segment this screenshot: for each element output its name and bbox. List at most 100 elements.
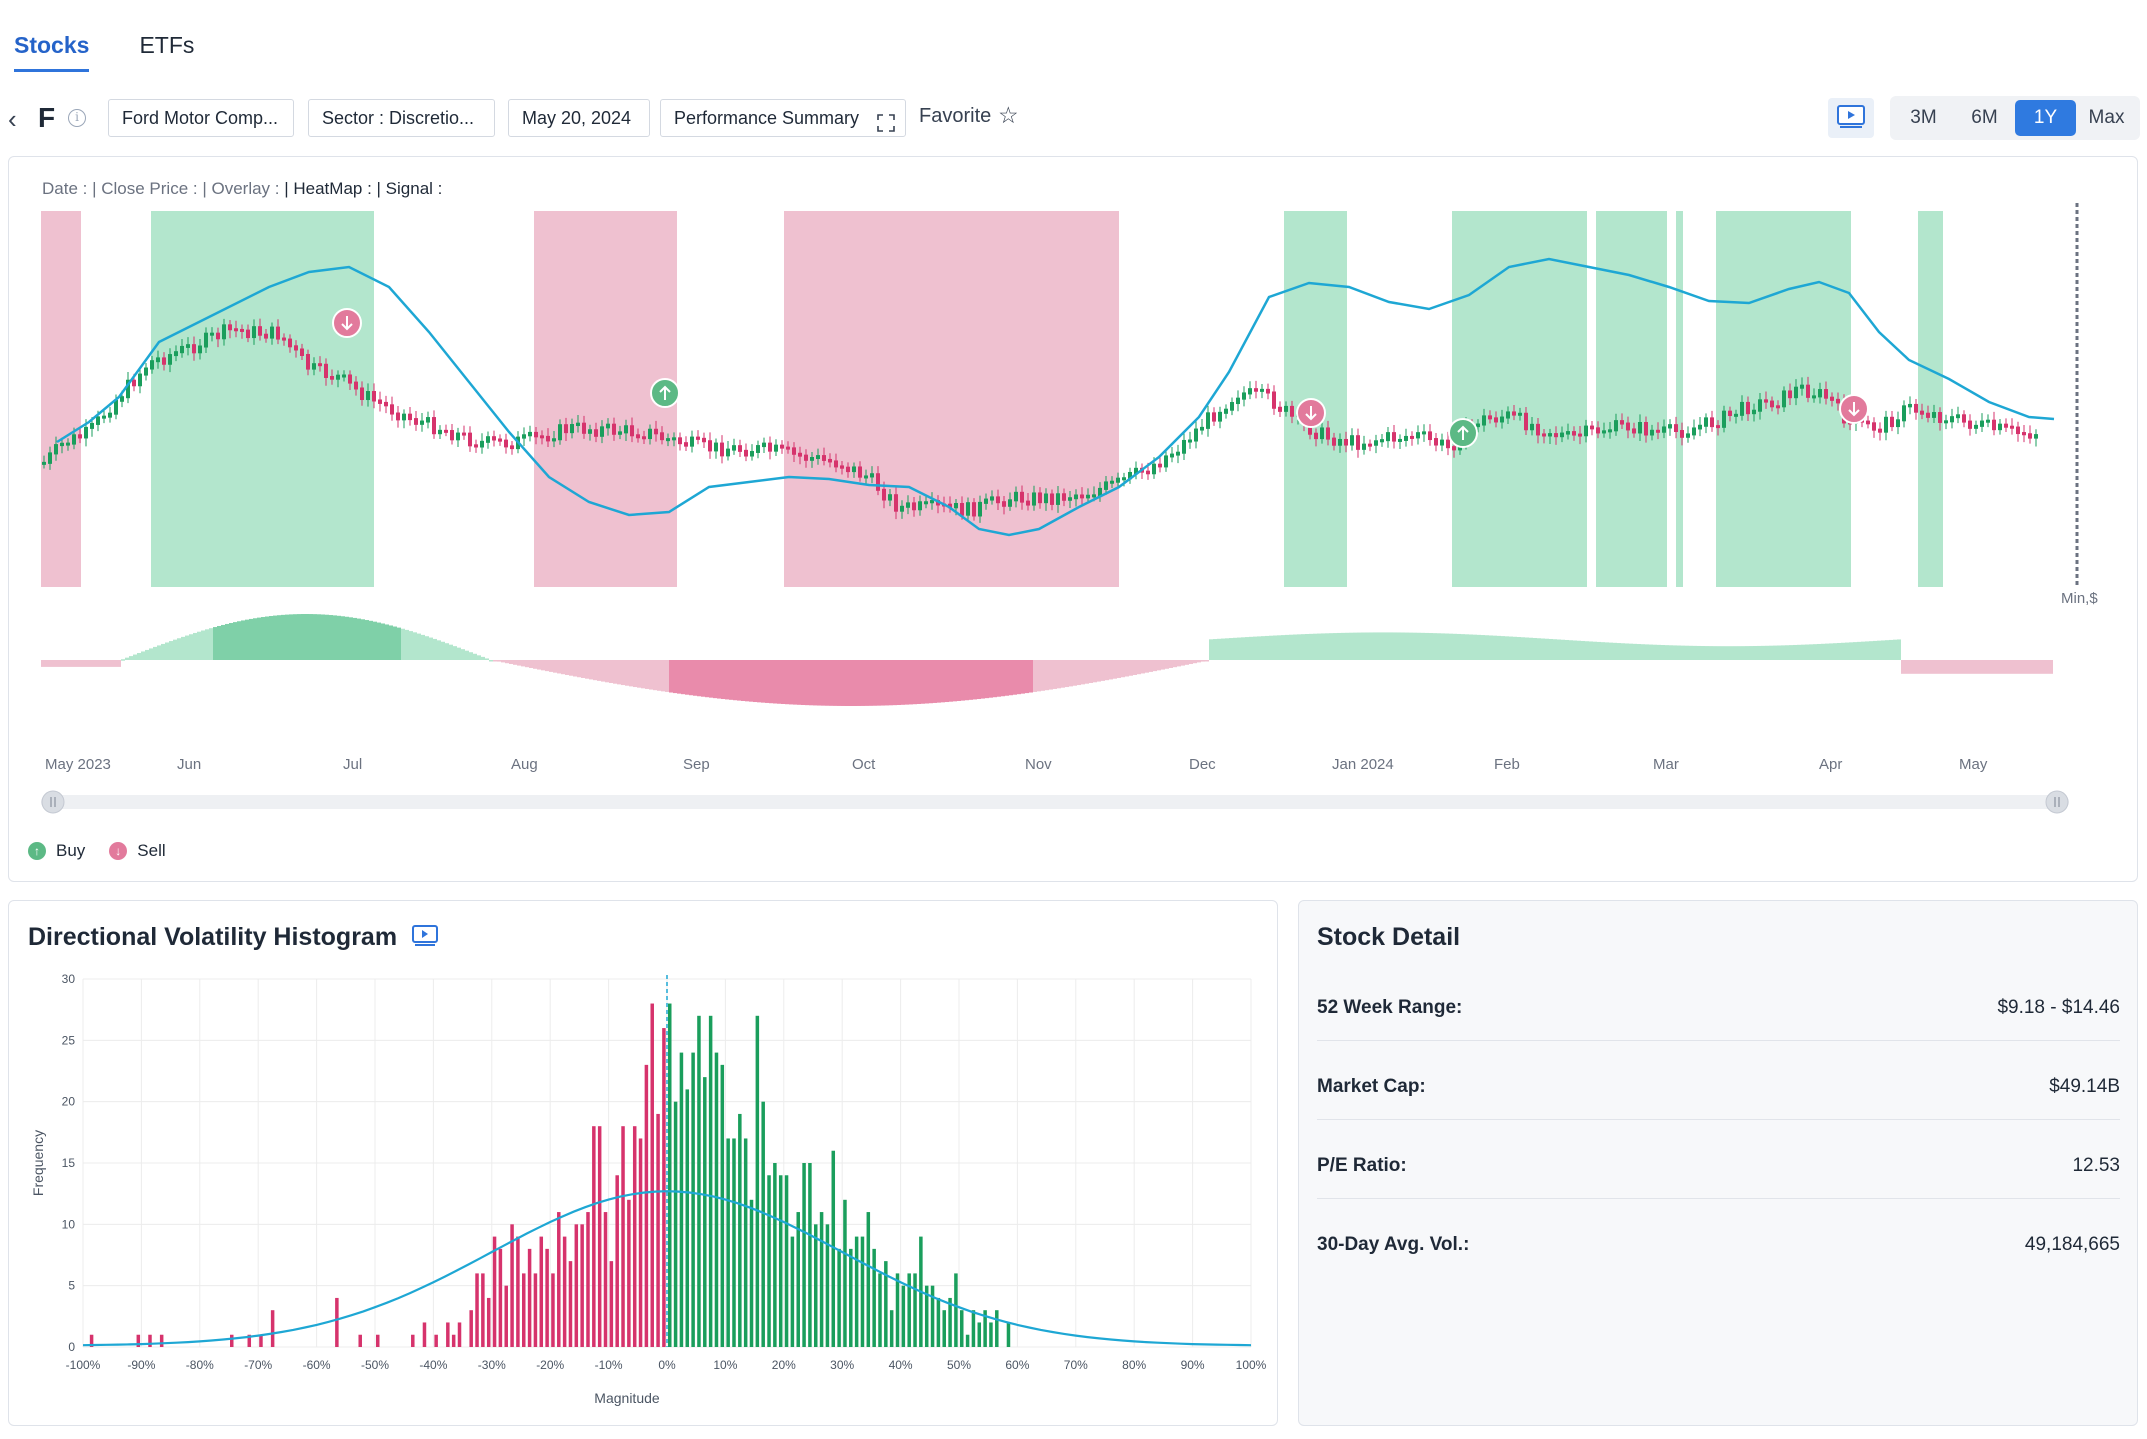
candle-body — [1182, 439, 1186, 454]
momentum-bar — [197, 631, 201, 660]
x-tick-label: -100% — [66, 1358, 101, 1372]
histogram-bar — [942, 1310, 946, 1347]
performance-summary-button[interactable]: Performance Summary — [660, 99, 906, 137]
candle-body — [1350, 435, 1354, 446]
company-selector[interactable]: Ford Motor Comp... — [108, 99, 294, 137]
candle-body — [1614, 420, 1618, 432]
momentum-bar — [1133, 660, 1137, 675]
range-3m-button[interactable]: 3M — [1910, 107, 1937, 128]
range-1y-button[interactable]: 1Y — [2015, 100, 2076, 136]
legend-overlay: | Overlay : — [202, 179, 280, 198]
momentum-bar — [309, 614, 313, 660]
momentum-bar — [1565, 639, 1569, 660]
momentum-bar — [637, 660, 641, 688]
x-tick-label: -20% — [536, 1358, 564, 1372]
candle-body — [606, 423, 610, 429]
favorite-label[interactable]: Favorite — [919, 105, 992, 127]
momentum-bar — [257, 617, 261, 660]
candle-body — [462, 432, 466, 436]
momentum-bar — [497, 660, 501, 662]
momentum-bar — [1149, 660, 1153, 672]
candle-body — [1794, 386, 1798, 399]
range-max-button[interactable]: Max — [2088, 107, 2125, 128]
momentum-bar — [813, 660, 817, 706]
momentum-bar — [1373, 632, 1377, 660]
candle-body — [372, 391, 376, 402]
date-picker[interactable]: May 20, 2024 — [508, 99, 650, 137]
candle-body — [1482, 415, 1486, 426]
sector-selector[interactable]: Sector : Discretio... — [308, 99, 495, 137]
momentum-bar — [337, 615, 341, 660]
momentum-bar — [685, 660, 689, 695]
video-tutorial-button[interactable] — [1828, 98, 1874, 138]
candle-body — [1392, 432, 1396, 442]
price-chart[interactable]: Min,$ May 2023 Jun Jul Aug Sep Oct Nov Dec Jan 20… — [9, 157, 2139, 883]
momentum-bar — [217, 625, 221, 660]
momentum-bar — [1881, 640, 1885, 660]
candle-body — [234, 328, 238, 332]
candle-body — [1218, 411, 1222, 422]
momentum-bar — [877, 660, 881, 706]
momentum-bar — [1457, 633, 1461, 660]
favorite-star-icon[interactable]: ☆ — [998, 102, 1019, 128]
momentum-bar — [1885, 640, 1889, 660]
x-tick-label: 0% — [658, 1358, 676, 1372]
momentum-bar — [585, 660, 589, 679]
momentum-bar — [1589, 641, 1593, 660]
candle-body — [1626, 422, 1630, 431]
buy-legend-label: Buy — [56, 841, 86, 860]
momentum-bar — [389, 625, 393, 660]
candle-body — [534, 431, 538, 438]
histogram-bar — [586, 1212, 590, 1347]
back-chevron-icon[interactable]: ‹ — [8, 104, 17, 134]
detail-label: Market Cap: — [1317, 1076, 1426, 1097]
histogram-bar — [691, 1052, 695, 1347]
heatmap-sell-zone — [784, 211, 1119, 587]
candle-body — [738, 445, 742, 452]
x-tick-label: -90% — [127, 1358, 155, 1372]
momentum-bar — [233, 622, 237, 660]
momentum-bar — [209, 628, 213, 660]
histogram-bar — [913, 1273, 917, 1347]
momentum-bar — [965, 660, 969, 701]
momentum-bar — [1753, 646, 1757, 660]
momentum-bar — [433, 638, 437, 660]
candle-body — [1278, 406, 1282, 412]
momentum-bar — [1445, 633, 1449, 660]
momentum-bar — [1237, 637, 1241, 660]
momentum-bar — [305, 614, 309, 660]
month-axis-label: Feb — [1494, 756, 1520, 773]
momentum-bar — [1437, 633, 1441, 660]
candle-body — [1608, 429, 1612, 433]
candle-body — [1776, 405, 1780, 409]
play-video-icon[interactable] — [412, 924, 439, 953]
tab-stocks[interactable]: Stocks — [14, 28, 90, 72]
tab-etfs[interactable]: ETFs — [139, 32, 195, 58]
momentum-bar — [509, 660, 513, 665]
candle-body — [294, 345, 298, 351]
momentum-bar — [273, 615, 277, 660]
momentum-bar — [213, 627, 217, 660]
range-6m-button[interactable]: 6M — [1971, 107, 1998, 128]
candle-body — [270, 326, 274, 339]
candle-body — [1968, 420, 1972, 429]
momentum-bar — [1497, 635, 1501, 660]
candle-body — [1152, 463, 1156, 475]
momentum-bar — [797, 660, 801, 705]
momentum-bar — [1297, 634, 1301, 660]
momentum-bar — [1849, 642, 1853, 660]
momentum-bar — [1721, 646, 1725, 660]
momentum-bar — [1597, 641, 1601, 660]
candle-body — [1164, 455, 1168, 468]
momentum-bar — [1145, 660, 1149, 673]
momentum-bar — [1997, 660, 2001, 674]
momentum-bar — [1913, 660, 1917, 674]
info-icon[interactable]: i — [68, 109, 86, 127]
candle-body — [834, 460, 838, 468]
candle-body — [504, 439, 508, 448]
momentum-bar — [1933, 660, 1937, 674]
candle-body — [726, 448, 730, 457]
momentum-bar — [589, 660, 593, 680]
momentum-bar — [1477, 634, 1481, 660]
candle-body — [1554, 433, 1558, 438]
